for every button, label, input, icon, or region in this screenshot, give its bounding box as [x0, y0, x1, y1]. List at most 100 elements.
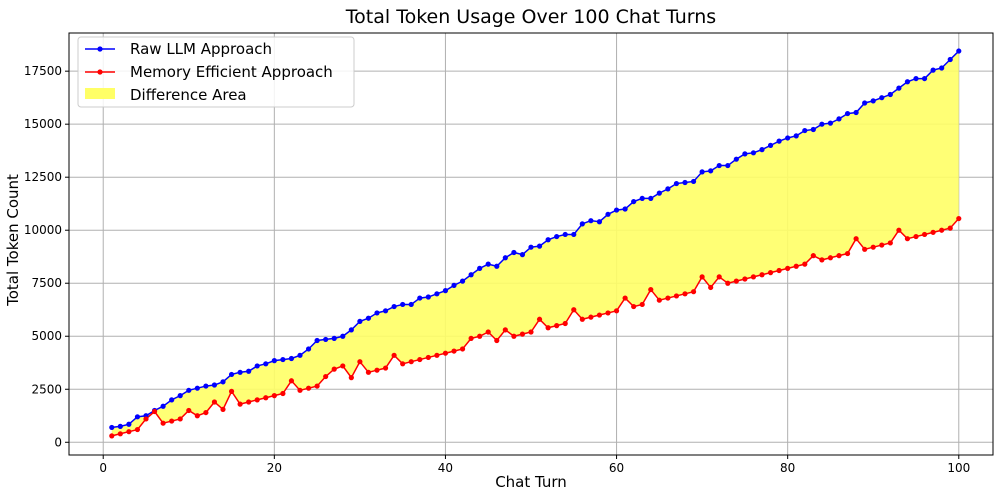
y-tick-label: 7500	[31, 276, 62, 290]
data-point-raw-llm	[631, 198, 637, 205]
data-point-memory-efficient	[288, 378, 295, 384]
data-point-raw-llm	[400, 301, 406, 308]
data-point-raw-llm	[365, 315, 372, 321]
data-point-memory-efficient	[673, 293, 680, 299]
data-point-memory-efficient	[340, 363, 346, 369]
data-point-raw-llm	[305, 346, 312, 352]
data-point-raw-llm	[793, 133, 799, 139]
data-point-memory-efficient	[357, 359, 363, 365]
data-point-raw-llm	[297, 352, 303, 358]
data-point-raw-llm	[836, 116, 842, 122]
data-point-raw-llm	[588, 218, 594, 224]
data-point-memory-efficient	[750, 274, 757, 280]
data-point-raw-llm	[648, 195, 654, 202]
data-point-raw-llm	[853, 109, 859, 116]
data-point-memory-efficient	[391, 352, 397, 358]
series-line-memory-efficient	[111, 218, 960, 437]
data-point-raw-llm	[357, 318, 363, 324]
data-point-raw-llm	[160, 403, 166, 409]
data-point-memory-efficient	[708, 284, 714, 291]
data-point-memory-efficient	[297, 387, 303, 393]
data-point-memory-efficient	[194, 413, 200, 419]
data-point-memory-efficient	[408, 359, 414, 365]
data-point-memory-efficient	[819, 257, 825, 263]
data-point-raw-llm	[374, 310, 380, 316]
y-axis-label: Total Token Count	[4, 174, 22, 307]
data-point-raw-llm	[682, 179, 688, 186]
data-point-raw-llm	[271, 358, 277, 364]
y-tick-label: 17500	[24, 64, 62, 78]
data-point-memory-efficient	[716, 274, 722, 280]
data-point-raw-llm	[571, 231, 577, 238]
data-point-memory-efficient	[417, 356, 423, 363]
data-point-memory-efficient	[904, 236, 911, 242]
data-point-memory-efficient	[767, 270, 774, 276]
data-point-raw-llm	[810, 126, 816, 133]
legend-label-raw-llm: Raw LLM Approach	[130, 40, 272, 58]
data-point-raw-llm	[742, 151, 748, 157]
data-point-memory-efficient	[930, 229, 936, 235]
data-point-raw-llm	[331, 335, 337, 341]
data-point-memory-efficient	[579, 316, 585, 322]
data-point-raw-llm	[939, 65, 945, 71]
data-point-raw-llm	[434, 291, 440, 297]
x-axis-ticks: 0 20 40 60 80 100	[99, 455, 970, 475]
data-point-memory-efficient	[682, 291, 688, 297]
data-point-raw-llm	[862, 100, 868, 106]
data-point-memory-efficient	[228, 388, 235, 394]
data-point-raw-llm	[485, 261, 491, 267]
data-point-memory-efficient	[502, 327, 508, 333]
data-point-raw-llm	[562, 231, 568, 238]
data-point-raw-llm	[545, 237, 551, 243]
x-tick-label: 20	[267, 461, 282, 475]
y-tick-label: 2500	[31, 382, 62, 396]
data-point-raw-llm	[451, 282, 457, 288]
data-point-memory-efficient	[169, 418, 175, 424]
data-point-raw-llm	[819, 121, 825, 127]
data-point-raw-llm	[622, 206, 628, 212]
data-point-memory-efficient	[160, 420, 166, 426]
data-point-memory-efficient	[425, 354, 431, 361]
data-point-raw-llm	[733, 156, 739, 162]
series-points-raw-llm	[109, 48, 962, 431]
x-tick-label: 0	[99, 461, 107, 475]
y-tick-label: 5000	[31, 329, 62, 343]
x-tick-label: 40	[438, 461, 453, 475]
data-point-raw-llm	[776, 138, 782, 144]
data-point-raw-llm	[528, 244, 534, 250]
data-point-memory-efficient	[536, 316, 543, 322]
data-point-raw-llm	[109, 424, 115, 431]
data-point-raw-llm	[844, 110, 851, 117]
data-point-raw-llm	[237, 369, 243, 375]
data-point-raw-llm	[348, 327, 354, 333]
data-point-raw-llm	[254, 363, 260, 369]
chart-title: Total Token Usage Over 100 Chat Turns	[345, 6, 716, 28]
legend-box	[77, 36, 355, 108]
data-point-raw-llm	[579, 221, 585, 227]
data-point-raw-llm	[921, 75, 928, 82]
data-point-raw-llm	[134, 414, 141, 420]
data-point-raw-llm	[956, 48, 962, 54]
data-point-raw-llm	[690, 178, 697, 185]
data-point-raw-llm	[596, 219, 603, 225]
data-point-memory-efficient	[802, 261, 808, 267]
data-point-raw-llm	[554, 233, 560, 240]
series-points-memory-efficient	[109, 215, 962, 439]
data-point-raw-llm	[930, 67, 936, 73]
data-point-raw-llm	[896, 85, 902, 91]
data-point-raw-llm	[280, 356, 286, 363]
x-axis-label: Chat Turn	[495, 473, 567, 491]
data-point-raw-llm	[879, 95, 885, 101]
data-point-raw-llm	[750, 150, 757, 156]
data-point-memory-efficient	[793, 263, 799, 269]
data-point-memory-efficient	[203, 409, 209, 416]
data-point-memory-efficient	[109, 433, 115, 439]
data-point-raw-llm	[536, 243, 543, 249]
data-point-raw-llm	[759, 147, 765, 153]
data-point-raw-llm	[827, 120, 834, 126]
data-point-memory-efficient	[305, 385, 312, 391]
data-point-memory-efficient	[186, 407, 192, 414]
data-point-memory-efficient	[862, 246, 868, 252]
data-point-raw-llm	[904, 79, 911, 85]
data-point-memory-efficient	[374, 367, 380, 373]
